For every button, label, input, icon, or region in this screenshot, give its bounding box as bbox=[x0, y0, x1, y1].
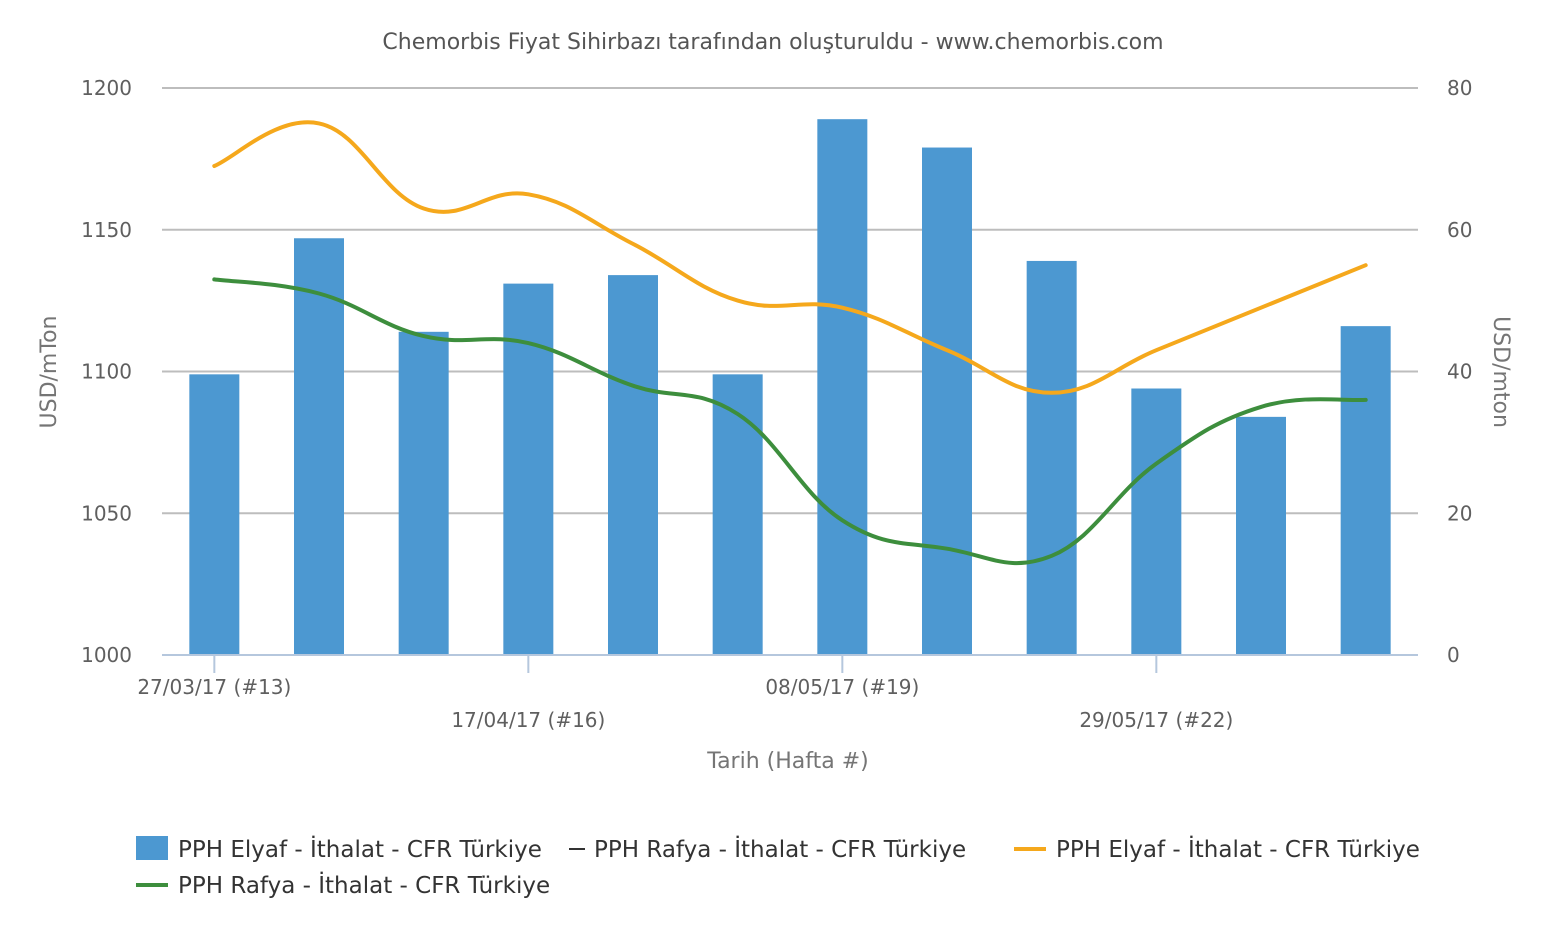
y-left-tick-label: 1200 bbox=[81, 76, 132, 100]
bar[interactable] bbox=[1026, 260, 1077, 655]
legend-label-line-rafya: PPH Rafya - İthalat - CFR Türkiye bbox=[178, 871, 550, 899]
chart-title: Chemorbis Fiyat Sihirbazı tarafından olu… bbox=[382, 30, 1163, 55]
x-axis-title: Tarih (Hafta #) bbox=[706, 749, 868, 774]
bar[interactable] bbox=[817, 119, 868, 655]
legend-item-bar-companion[interactable]: PPH Rafya - İthalat - CFR Türkiye bbox=[569, 835, 966, 863]
y-axis-left-title: USD/mTon bbox=[37, 316, 62, 429]
y-left-tick-label: 1150 bbox=[81, 218, 132, 242]
y-left-tick-label: 1000 bbox=[81, 643, 132, 667]
legend-item-line-elyaf[interactable]: PPH Elyaf - İthalat - CFR Türkiye bbox=[1014, 835, 1420, 863]
y-right-tick-label: 20 bbox=[1447, 501, 1472, 525]
bar[interactable] bbox=[189, 374, 240, 655]
y-right-tick-label: 80 bbox=[1447, 76, 1472, 100]
x-tick-label: 27/03/17 (#13) bbox=[137, 675, 291, 699]
y-right-tick-label: 60 bbox=[1447, 218, 1472, 242]
y-left-tick-label: 1050 bbox=[81, 501, 132, 525]
line-rafya[interactable] bbox=[212, 277, 1368, 566]
gridlines bbox=[162, 87, 1418, 515]
axes: 1000 1050 1100 1150 1200 0 20 40 60 80 27/03/17 (#… bbox=[81, 76, 1472, 732]
bar[interactable] bbox=[503, 283, 554, 655]
bar[interactable] bbox=[294, 238, 344, 655]
bar-series bbox=[189, 119, 1391, 655]
legend-label-bar-companion: PPH Rafya - İthalat - CFR Türkiye bbox=[594, 835, 966, 863]
y-axis-right-title: USD/mton bbox=[1488, 316, 1513, 428]
line-series bbox=[212, 120, 1368, 566]
y-left-tick-label: 1100 bbox=[81, 360, 132, 384]
legend-label-bar: PPH Elyaf - İthalat - CFR Türkiye bbox=[178, 835, 542, 863]
bar[interactable] bbox=[398, 331, 449, 655]
y-right-tick-label: 0 bbox=[1447, 643, 1460, 667]
bar[interactable] bbox=[1340, 326, 1391, 655]
x-tick-label: 08/05/17 (#19) bbox=[765, 675, 919, 699]
bar[interactable] bbox=[712, 374, 763, 655]
y-right-tick-label: 40 bbox=[1447, 360, 1472, 384]
line-elyaf[interactable] bbox=[212, 120, 1368, 395]
bar[interactable] bbox=[1236, 416, 1286, 655]
bar[interactable] bbox=[1131, 388, 1182, 655]
legend-swatch-bar bbox=[136, 836, 168, 860]
legend-label-line-elyaf: PPH Elyaf - İthalat - CFR Türkiye bbox=[1056, 835, 1420, 863]
bar[interactable] bbox=[608, 275, 658, 655]
x-tick-label: 29/05/17 (#22) bbox=[1079, 708, 1233, 732]
x-tick-label: 17/04/17 (#16) bbox=[451, 708, 605, 732]
legend-item-line-rafya[interactable]: PPH Rafya - İthalat - CFR Türkiye bbox=[136, 871, 550, 899]
legend[interactable]: PPH Elyaf - İthalat - CFR Türkiye PPH Ra… bbox=[136, 835, 1420, 899]
legend-item-bar[interactable]: PPH Elyaf - İthalat - CFR Türkiye bbox=[136, 835, 542, 863]
bar[interactable] bbox=[922, 147, 972, 655]
